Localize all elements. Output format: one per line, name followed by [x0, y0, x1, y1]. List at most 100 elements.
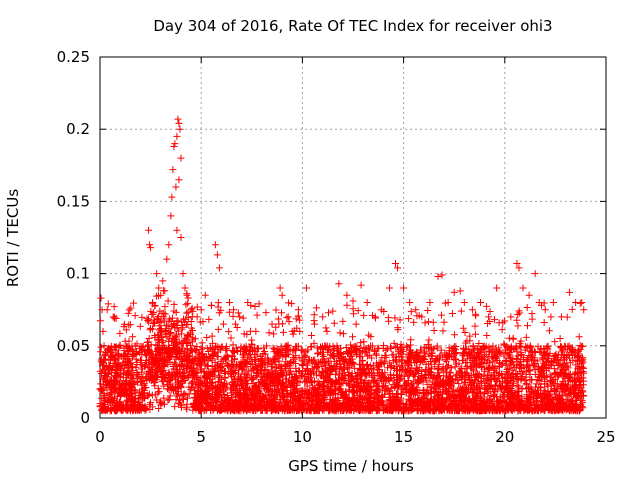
- data-point: [155, 352, 163, 360]
- data-point: [267, 385, 275, 393]
- data-point: [225, 362, 233, 370]
- data-point: [155, 387, 163, 395]
- data-point: [161, 344, 169, 352]
- data-point: [466, 358, 474, 366]
- data-point: [579, 388, 587, 396]
- data-point: [465, 345, 473, 353]
- data-point: [230, 347, 238, 355]
- data-point: [539, 359, 547, 367]
- data-point: [275, 320, 283, 328]
- data-point: [240, 401, 248, 409]
- data-point: [183, 374, 191, 382]
- data-point: [310, 317, 318, 325]
- data-point: [177, 362, 185, 370]
- data-point: [502, 382, 510, 390]
- data-point: [386, 359, 394, 367]
- data-point: [188, 336, 196, 344]
- data-point: [279, 328, 287, 336]
- data-point: [248, 336, 256, 344]
- data-point: [290, 389, 298, 397]
- data-point: [260, 344, 268, 352]
- data-point: [561, 386, 569, 394]
- data-point: [261, 350, 269, 358]
- data-point: [131, 395, 139, 403]
- data-point: [430, 327, 438, 335]
- data-point: [116, 365, 124, 373]
- data-point: [324, 383, 332, 391]
- data-point: [177, 330, 185, 338]
- data-point: [219, 387, 227, 395]
- data-point: [233, 323, 241, 331]
- data-point: [553, 354, 561, 362]
- plot-frame: [99, 56, 607, 419]
- data-point: [520, 363, 528, 371]
- data-point: [265, 329, 273, 337]
- data-point: [228, 379, 236, 387]
- data-point: [427, 389, 435, 397]
- data-point: [476, 360, 484, 368]
- data-point: [370, 390, 378, 398]
- data-point: [344, 372, 352, 380]
- data-point: [148, 403, 156, 411]
- data-point: [425, 360, 433, 368]
- data-point: [316, 406, 324, 414]
- x-tick-label: 0: [95, 428, 105, 446]
- data-point: [574, 392, 582, 400]
- data-point: [243, 384, 251, 392]
- data-point: [428, 383, 436, 391]
- data-point: [166, 392, 174, 400]
- data-point: [189, 399, 197, 407]
- data-point: [160, 400, 168, 408]
- data-point: [143, 338, 151, 346]
- data-point: [212, 399, 220, 407]
- data-point: [428, 349, 436, 357]
- data-point: [407, 349, 415, 357]
- data-point: [183, 405, 191, 413]
- data-point: [339, 317, 347, 325]
- data-point: [509, 345, 517, 353]
- data-point: [197, 345, 205, 353]
- data-point: [130, 299, 138, 307]
- data-point: [430, 373, 438, 381]
- data-point: [550, 365, 558, 373]
- data-point: [184, 331, 192, 339]
- data-point: [540, 388, 548, 396]
- data-point: [269, 344, 277, 352]
- data-point: [151, 372, 159, 380]
- data-point: [424, 340, 432, 348]
- data-point: [407, 386, 415, 394]
- data-point: [197, 401, 205, 409]
- data-point: [516, 398, 524, 406]
- data-point: [505, 334, 513, 342]
- data-point: [557, 343, 565, 351]
- data-point: [527, 353, 535, 361]
- data-point: [363, 396, 371, 404]
- data-point: [144, 347, 152, 355]
- data-point: [476, 388, 484, 396]
- data-point: [106, 365, 114, 373]
- data-point: [304, 361, 312, 369]
- data-point: [572, 368, 580, 376]
- data-point: [362, 349, 370, 357]
- data-point: [307, 332, 315, 340]
- data-point: [578, 387, 586, 395]
- data-point: [298, 392, 306, 400]
- data-point: [204, 348, 212, 356]
- data-point: [271, 392, 279, 400]
- data-point: [580, 364, 588, 372]
- data-point: [495, 344, 503, 352]
- data-point: [208, 356, 216, 364]
- data-point: [181, 360, 189, 368]
- data-point: [422, 371, 430, 379]
- data-point: [381, 373, 389, 381]
- y-tick-label: 0.25: [57, 48, 90, 66]
- data-point: [240, 370, 248, 378]
- data-point: [280, 392, 288, 400]
- data-point: [187, 358, 195, 366]
- data-point: [262, 382, 270, 390]
- data-point: [556, 334, 564, 342]
- data-point: [255, 300, 263, 308]
- data-point: [208, 394, 216, 402]
- data-point: [319, 381, 327, 389]
- data-point: [339, 388, 347, 396]
